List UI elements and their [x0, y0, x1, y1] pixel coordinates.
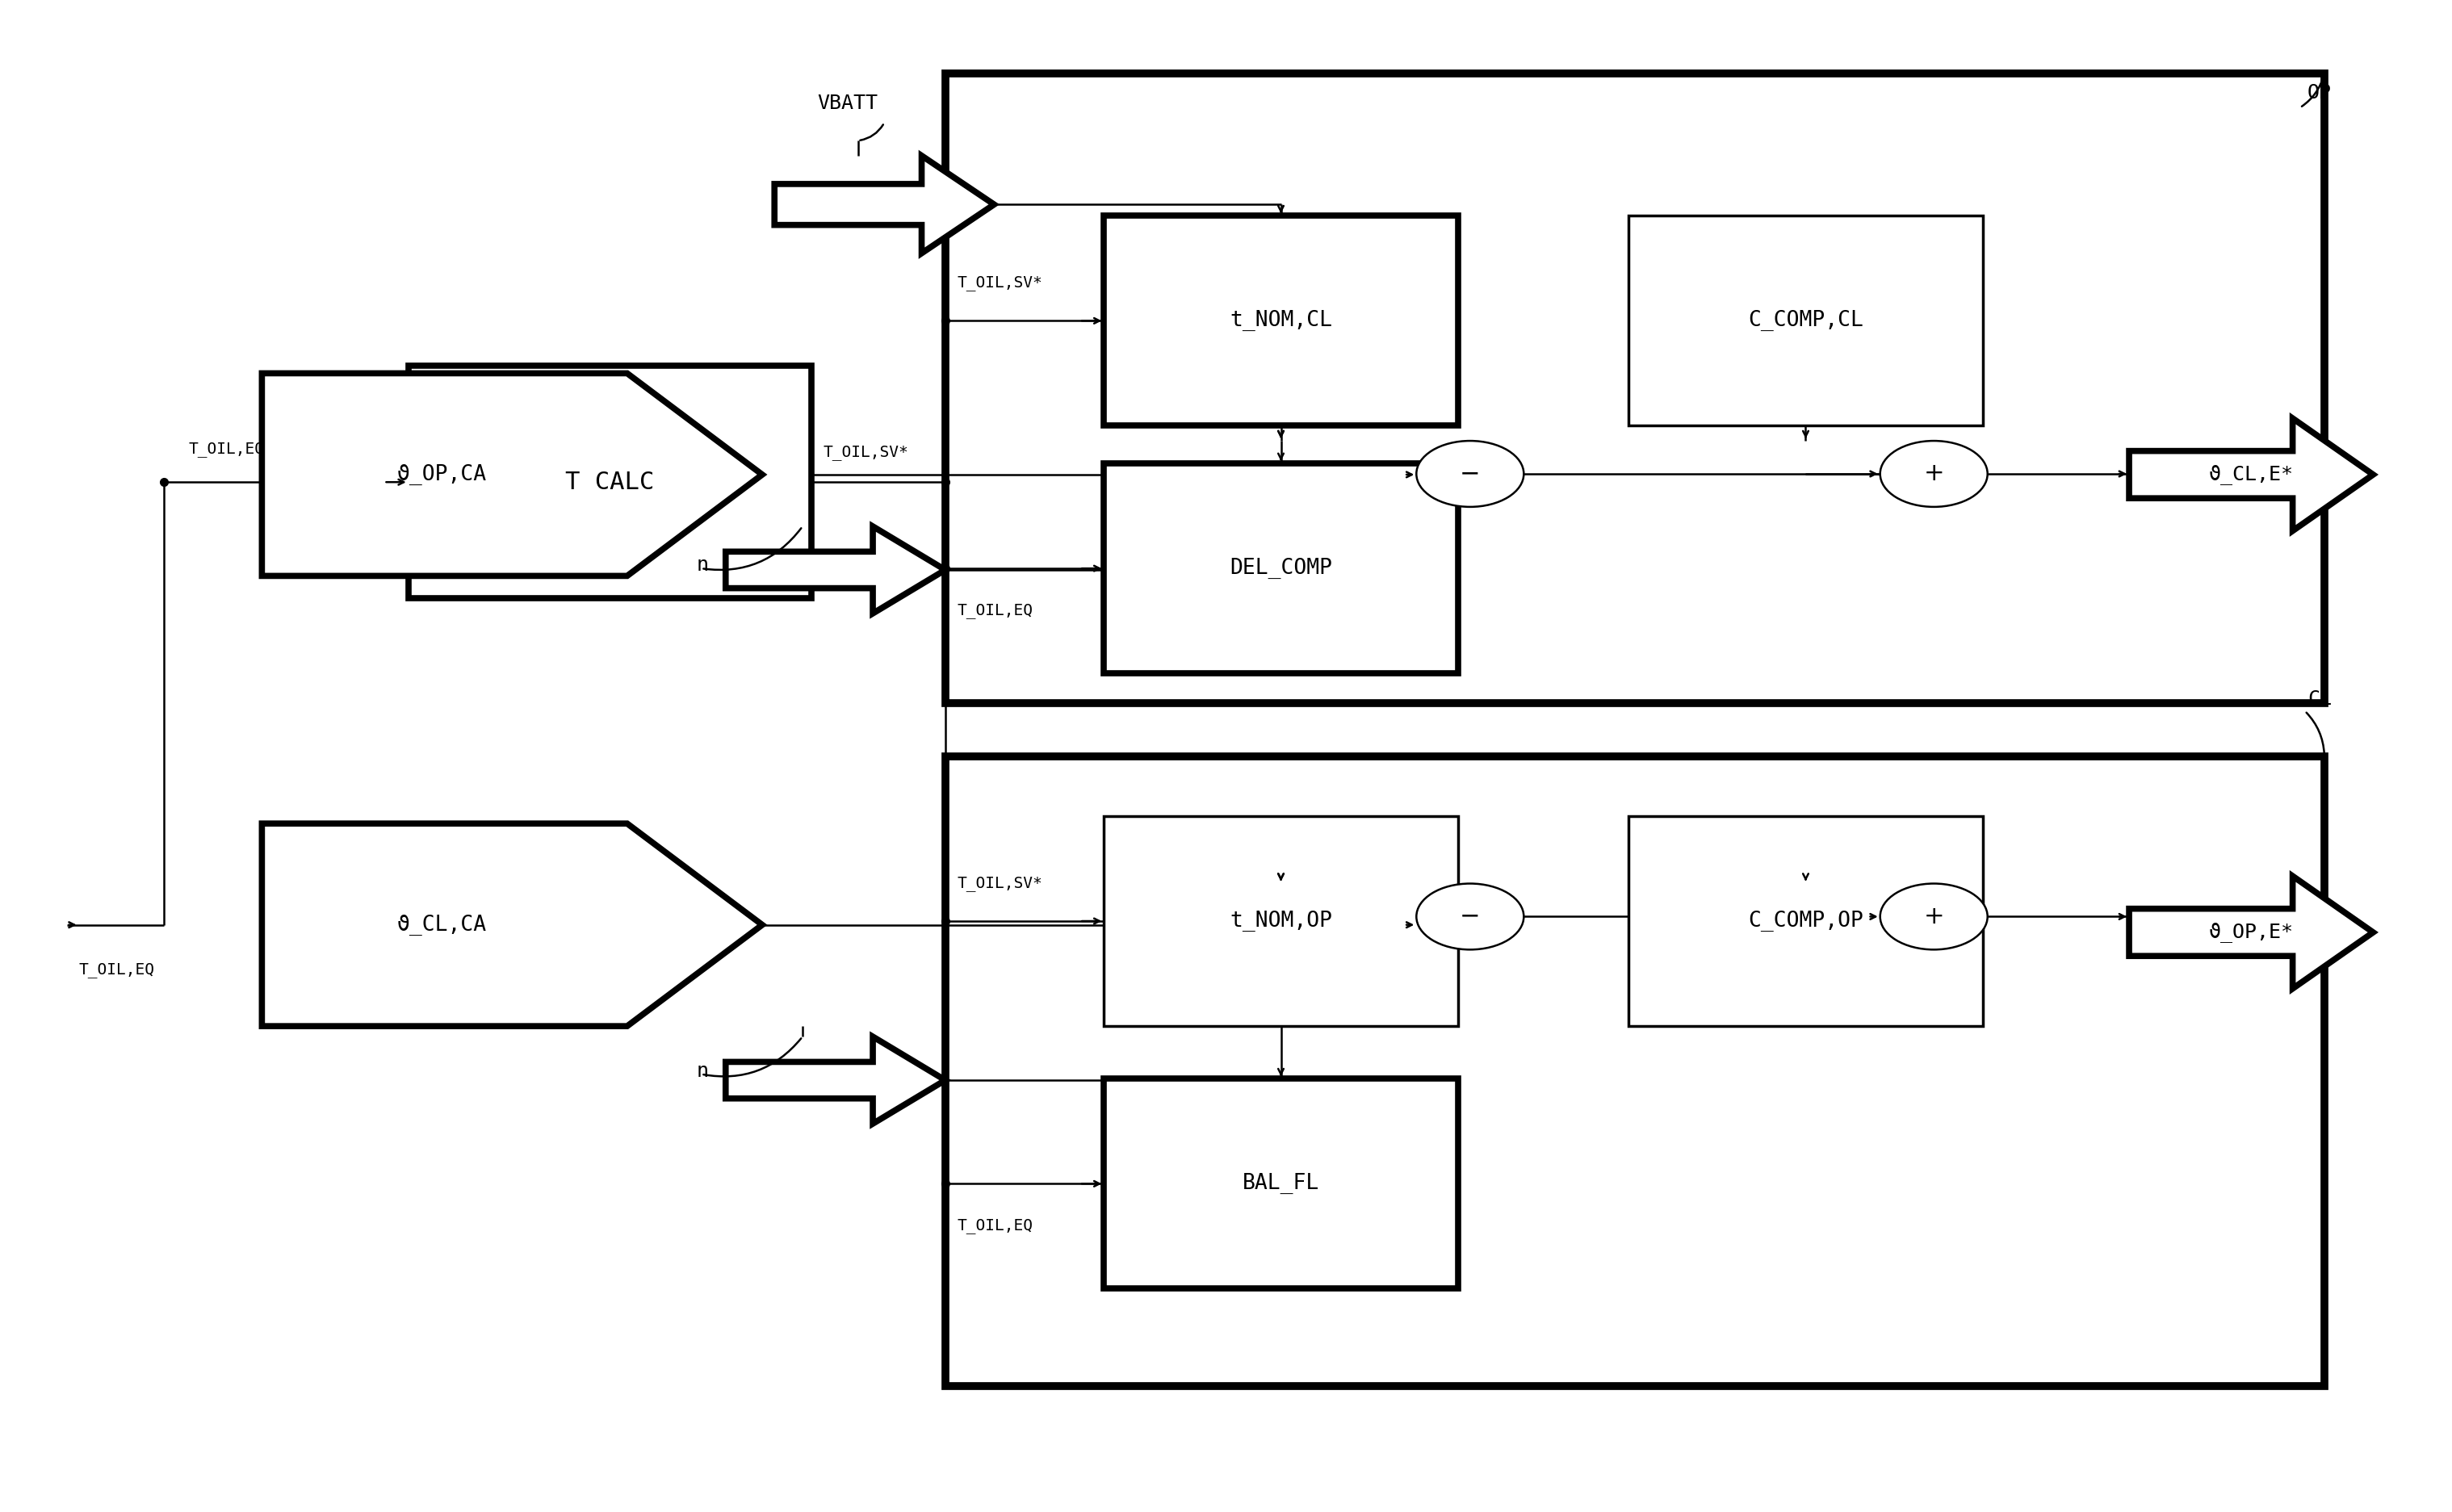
Circle shape	[1881, 883, 1989, 950]
Text: DEL_COMP: DEL_COMP	[1228, 558, 1331, 579]
Text: CL: CL	[2307, 689, 2332, 709]
Text: t_NOM,OP: t_NOM,OP	[1228, 910, 1331, 931]
Text: T_OIL,EQ: T_OIL,EQ	[959, 1219, 1032, 1234]
Circle shape	[1881, 442, 1989, 507]
Bar	[1103, 816, 1459, 1027]
Polygon shape	[2128, 419, 2374, 531]
Polygon shape	[2128, 875, 2374, 989]
Bar	[1103, 216, 1459, 426]
Text: ϑ_OP,CA: ϑ_OP,CA	[397, 464, 488, 485]
Text: C_COMP,CL: C_COMP,CL	[1748, 310, 1864, 331]
Text: ϑ_CL,E*: ϑ_CL,E*	[2209, 464, 2293, 485]
Circle shape	[1417, 442, 1523, 507]
Polygon shape	[262, 373, 763, 576]
Text: n: n	[696, 1061, 709, 1081]
Bar	[946, 73, 2324, 703]
Text: +: +	[1922, 904, 1944, 928]
Polygon shape	[726, 526, 946, 614]
Text: T_OIL,SV*: T_OIL,SV*	[824, 445, 910, 460]
Circle shape	[1417, 883, 1523, 950]
Polygon shape	[262, 824, 763, 1027]
Text: T_OIL,SV*: T_OIL,SV*	[959, 275, 1042, 290]
Bar	[1103, 1078, 1459, 1288]
Bar	[1103, 463, 1459, 673]
Text: T_OIL,EQ: T_OIL,EQ	[189, 442, 265, 457]
Text: −: −	[1459, 463, 1481, 485]
Text: T CALC: T CALC	[566, 470, 655, 494]
Text: C_COMP,OP: C_COMP,OP	[1748, 910, 1864, 931]
Text: −: −	[1459, 904, 1481, 928]
Text: ϑ_OP,E*: ϑ_OP,E*	[2209, 922, 2293, 942]
Text: T_OIL,SV*: T_OIL,SV*	[959, 875, 1042, 891]
Bar	[1628, 216, 1984, 426]
Text: ϑ_CL,CA: ϑ_CL,CA	[397, 915, 488, 936]
Text: BAL_FL: BAL_FL	[1243, 1173, 1319, 1194]
Polygon shape	[775, 156, 993, 253]
Text: +: +	[1922, 463, 1944, 485]
Text: T_OIL,EQ: T_OIL,EQ	[959, 603, 1032, 618]
Bar	[1628, 816, 1984, 1027]
Text: OP: OP	[2307, 83, 2332, 103]
Text: n: n	[696, 556, 709, 575]
Bar	[409, 366, 812, 599]
Text: VBATT: VBATT	[817, 94, 878, 113]
Text: t_NOM,CL: t_NOM,CL	[1228, 310, 1331, 331]
Text: T_OIL,EQ: T_OIL,EQ	[78, 962, 154, 978]
Polygon shape	[726, 1037, 946, 1123]
Bar	[946, 756, 2324, 1387]
